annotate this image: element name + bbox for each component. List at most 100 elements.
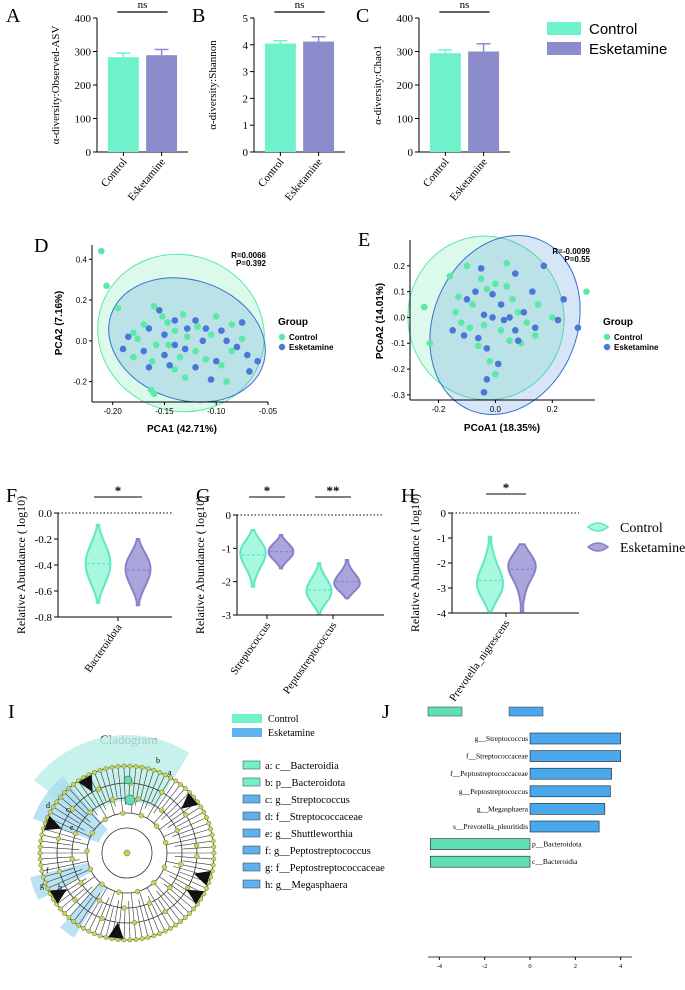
point-control: [509, 296, 516, 303]
tree-leaf-node: [178, 782, 183, 787]
point-esketamine: [560, 296, 567, 303]
tree-branch: [40, 840, 72, 846]
y-axis-label: α-diversity:Shannon: [207, 40, 219, 130]
bar-control: [429, 53, 461, 152]
point-esketamine: [223, 337, 230, 345]
legend-marker-esketamine: [603, 343, 611, 351]
panel-label-e: E: [358, 229, 370, 251]
point-control: [192, 347, 199, 355]
tree-collapsed-clade: [193, 870, 212, 886]
point-esketamine: [494, 360, 502, 368]
tree-internal-node: [78, 880, 84, 886]
tree-leaf-node: [206, 820, 212, 826]
tree-collapsed-clade: [181, 792, 199, 809]
tree-branch: [40, 846, 80, 850]
tree-internal-node: [99, 915, 105, 922]
bar-esketamine: [303, 41, 335, 152]
x-tick-label: Streptococcus: [228, 620, 273, 677]
tree-leaf-node: [66, 785, 72, 791]
tree-branch: [56, 801, 95, 830]
legend-title: Group: [603, 317, 633, 328]
legend-marker-control: [603, 333, 611, 341]
point-control: [480, 321, 488, 329]
point-esketamine: [181, 345, 189, 353]
tree-internal-node: [135, 796, 141, 802]
point-control: [420, 303, 428, 311]
legend-label-esketamine: Esketamine: [589, 41, 667, 58]
x-tick-label: Peptostreptococcus: [281, 620, 340, 696]
tree-leaf-node: [168, 775, 173, 781]
tree-leaf-node: [204, 885, 209, 891]
y-tick-label: -1: [437, 533, 446, 545]
clado-legend-label-esketamine: Esketamine: [268, 728, 315, 739]
tree-leaf-node: [157, 769, 162, 775]
tree-branch: [146, 777, 171, 819]
point-control: [212, 313, 220, 320]
point-control: [140, 321, 148, 328]
tree-internal-node: [134, 889, 141, 895]
y-tick-label: 0: [441, 508, 447, 520]
tree-branch: [73, 896, 93, 922]
tree-internal-node: [161, 864, 167, 870]
tree-internal-node: [102, 816, 108, 823]
violin-esketamine: [507, 543, 537, 613]
tree-leaf-node: [209, 868, 215, 874]
point-esketamine: [540, 262, 548, 270]
violin-plot-g: 0 -1 -2 -3 Relative Abundance ( log10) Strept…: [193, 483, 384, 696]
tree-branch: [147, 904, 160, 934]
tree-branch: [140, 768, 149, 799]
point-control: [477, 275, 485, 283]
node-bacteroidota: [124, 794, 136, 806]
tree-leaf-node: [103, 766, 109, 771]
significance-label: **: [327, 483, 340, 498]
y-tick-label: 300: [397, 47, 414, 59]
point-esketamine: [243, 351, 251, 359]
point-control: [179, 311, 187, 318]
confidence-ellipse-esketamine: [429, 235, 581, 415]
significance-label: *: [264, 483, 271, 498]
tree-branch: [156, 890, 181, 922]
tree-internal-node: [146, 900, 153, 906]
tree-branch: [174, 840, 214, 847]
violin-esketamine: [124, 538, 152, 607]
bar-control: [264, 43, 296, 152]
y-tick-label: -0.3: [391, 391, 405, 400]
y-tick-label: 0: [226, 510, 232, 522]
panel-label-a: A: [6, 5, 21, 27]
point-esketamine: [145, 364, 153, 371]
legend-violin-shape-esketamine: [586, 542, 610, 552]
point-control: [238, 335, 246, 343]
point-control: [130, 329, 137, 336]
tree-branch: [130, 766, 137, 814]
tree-internal-node: [56, 868, 63, 874]
point-control: [492, 280, 499, 288]
point-control: [466, 324, 474, 332]
tree-collapsed-clade: [49, 889, 68, 904]
point-control: [130, 353, 137, 361]
cladogram-taxa-legend: a: c__Bacteroidia b: p__Bacteroidota c: g_…: [242, 760, 385, 891]
lda-bar-control: [429, 855, 531, 868]
tree-leaf-node: [37, 844, 43, 850]
lda-bar-chart-j: -4 -2 0 2 4 g__Streptococcus f__Streptococcace…: [427, 706, 632, 970]
tree-branch: [172, 822, 209, 837]
point-esketamine: [233, 343, 241, 351]
tree-internal-node: [73, 830, 79, 837]
significance-label: ns: [138, 0, 148, 11]
y-tick-label: 200: [397, 80, 414, 92]
tree-leaf-node: [71, 919, 76, 924]
x-tick-label: -0.20: [104, 407, 123, 416]
taxa-swatch-esketamine: [242, 879, 261, 889]
tree-branch: [50, 811, 85, 831]
point-esketamine: [166, 361, 173, 369]
lda-bar-label: g__Megasphaera: [477, 804, 529, 813]
x-tick-label: 0.2: [547, 405, 559, 414]
lda-bar-esketamine: [529, 767, 612, 780]
tree-internal-node: [183, 812, 189, 818]
tree-internal-node: [120, 810, 126, 816]
point-control: [152, 341, 160, 349]
clade-node-label-g: g: [40, 881, 44, 890]
tree-collapsed-clade: [108, 922, 124, 939]
legend-violin-label-control: Control: [620, 521, 663, 536]
taxa-swatch-control: [242, 760, 261, 770]
point-esketamine: [489, 314, 496, 321]
